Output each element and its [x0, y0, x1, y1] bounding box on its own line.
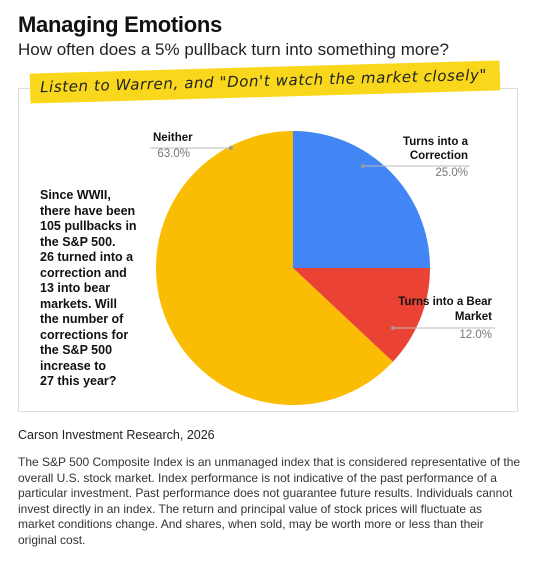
pie-slice [156, 131, 393, 405]
annotation-line: corrections for [40, 327, 129, 342]
value-label: 63.0% [157, 148, 190, 160]
annotation-line: the S&P 500. [40, 234, 116, 249]
leader-dot [391, 326, 395, 330]
slice-label: Turns into a Bear Market [398, 296, 492, 323]
annotation-line: correction and [40, 265, 127, 280]
annotation-line: the number of [40, 312, 124, 326]
leader-dot [229, 146, 233, 150]
annotation-line: the S&P 500 [40, 343, 113, 357]
title: Managing Emotions [18, 12, 222, 37]
annotation: Since WWII, there have been 105 pullbacks … [40, 188, 160, 390]
annotation-line: 105 pullbacks in [40, 219, 137, 233]
annotation-line: there have been [40, 203, 136, 218]
subtitle: How often does a 5% pullback turn into s… [18, 40, 449, 59]
annotation-line: Since WWII, [40, 188, 111, 202]
leader-dot [361, 164, 365, 168]
annotation-line: 27 this year? [40, 374, 117, 388]
slice-label: Turns into a Correction [403, 136, 469, 162]
value-label: 25.0% [435, 167, 468, 179]
annotation-line: 26 turned into a [40, 250, 134, 264]
disclaimer: The S&P 500 Composite Index is an unmana… [18, 455, 521, 547]
pie-slice [293, 131, 430, 268]
slice-label: Neither [153, 132, 193, 144]
value-label: 12.0% [459, 329, 492, 341]
source: Carson Investment Research, 2026 [18, 428, 215, 442]
pie-slice [293, 268, 430, 362]
annotation-line: increase to [40, 358, 107, 373]
annotation-line: 13 into bear [40, 281, 111, 295]
annotation-line: markets. Will [40, 296, 118, 311]
